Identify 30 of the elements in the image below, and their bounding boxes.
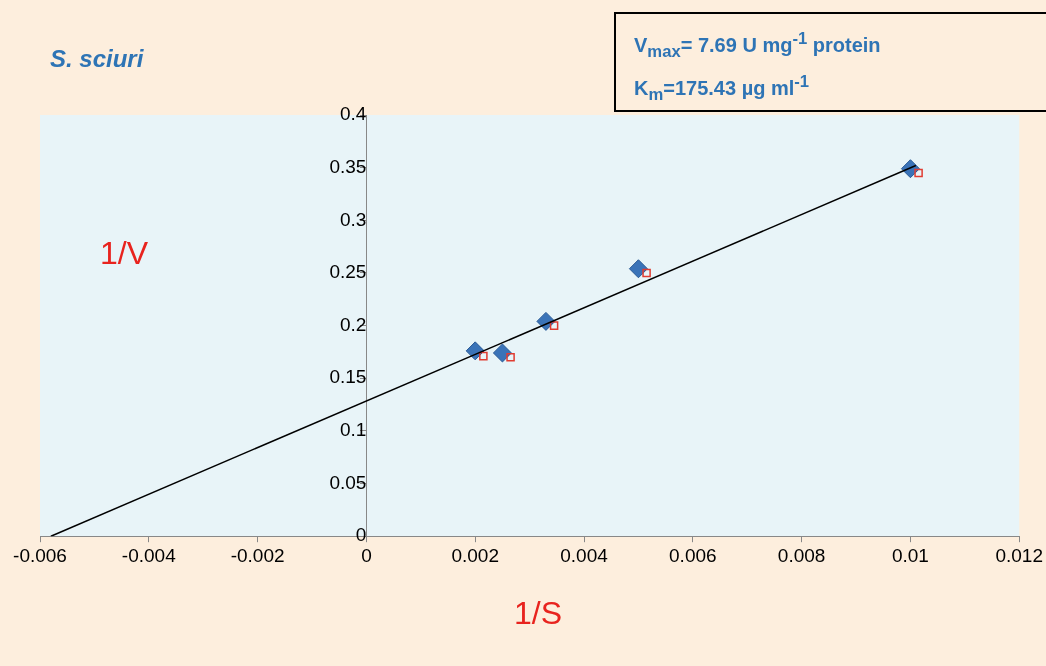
x-tick-label: 0.004 [560,544,609,566]
x-axis-title: 1/S [513,595,563,631]
point [914,168,923,178]
chart-title: S. sciuri [50,45,144,73]
point [479,351,488,361]
y-tick-label: 0.35 [329,155,367,177]
point [628,259,648,279]
y-tick-label: 0.1 [339,419,367,441]
x-tick-label: 0.008 [777,544,826,566]
point [506,352,515,362]
x-tick-label: 0.012 [995,544,1043,566]
x-tick-label: 0.002 [451,544,499,566]
y-tick-label: 0 [355,524,367,546]
point [549,321,559,330]
text: K$_{m}$=175.43 µg ml$^{-1}$ [634,70,811,106]
y-tick-label: 0.3 [339,208,367,230]
text: V$_{max}$= 7.69 U mg$^{-1}$ protein [634,28,882,63]
x-tick-label: -0.002 [230,544,285,566]
point [642,268,651,278]
y-tick-label: 0.05 [329,471,367,493]
point [492,343,512,363]
y-tick-label: 0.4 [339,103,367,125]
y-tick-label: 0.25 [329,261,367,283]
x-tick-label: 0.006 [669,544,717,566]
x-tick-label: 0.01 [891,544,929,566]
x-tick-label: -0.006 [13,544,67,566]
x-tick-label: -0.004 [121,544,177,566]
y-tick-label: 0.15 [329,366,367,388]
y-axis-title: 1/V [100,235,149,272]
y-tick-label: 0.2 [339,313,367,335]
